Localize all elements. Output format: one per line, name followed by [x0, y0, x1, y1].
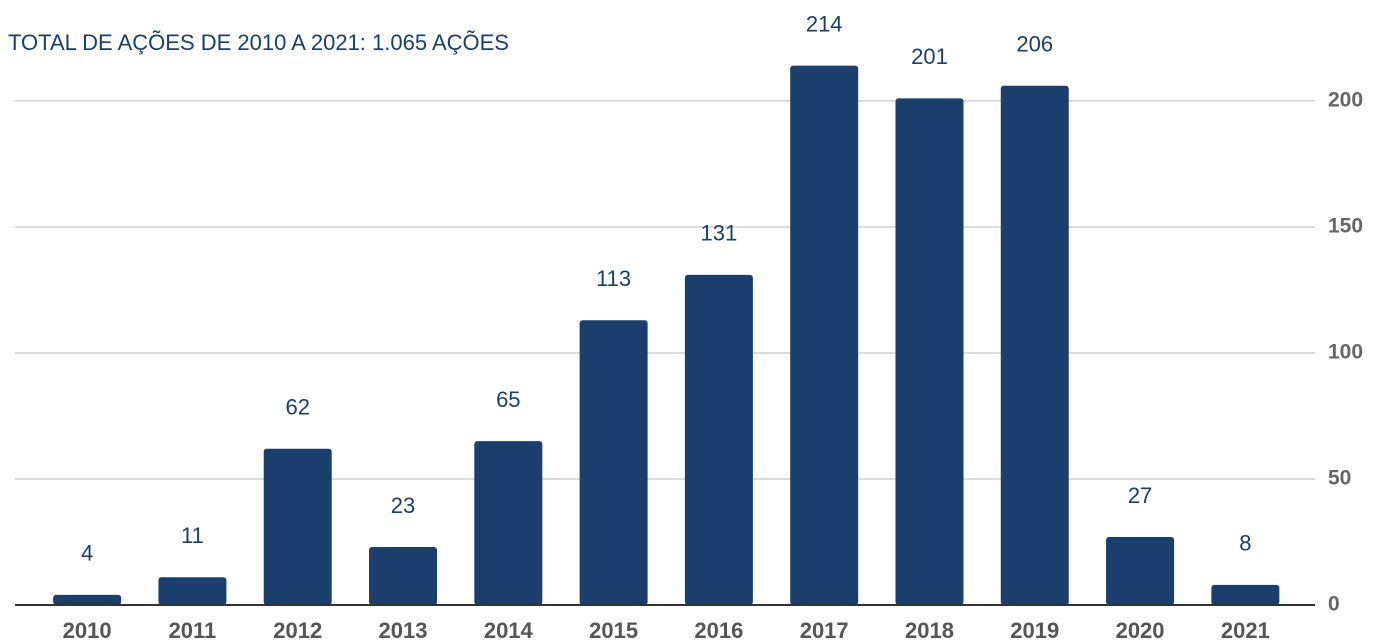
bar — [263, 448, 332, 605]
x-tick-label: 2011 — [169, 618, 217, 642]
x-tick-label: 2015 — [589, 618, 638, 642]
bar — [579, 320, 648, 605]
bar — [1106, 536, 1175, 605]
value-label: 11 — [181, 523, 204, 548]
y-tick-label: 200 — [1328, 88, 1363, 111]
x-tick-label: 2018 — [905, 618, 954, 642]
bar — [1211, 584, 1280, 605]
bar — [1000, 85, 1069, 605]
value-label: 201 — [911, 44, 948, 69]
value-label: 8 — [1239, 531, 1251, 556]
bar — [53, 594, 122, 605]
value-label: 62 — [285, 395, 309, 420]
bar — [790, 65, 859, 606]
value-label: 113 — [596, 266, 631, 291]
x-tick-label: 2010 — [63, 618, 112, 642]
x-tick-label: 2019 — [1010, 618, 1059, 642]
value-label: 131 — [701, 221, 738, 246]
y-tick-label: 50 — [1328, 467, 1351, 490]
x-tick-label: 2013 — [379, 618, 428, 642]
bar — [895, 98, 964, 606]
value-label: 65 — [496, 387, 520, 412]
y-tick-label: 0 — [1328, 593, 1340, 616]
value-label: 206 — [1016, 32, 1053, 57]
bar — [474, 441, 543, 605]
x-tick-label: 2012 — [273, 618, 322, 642]
y-tick-label: 100 — [1328, 341, 1363, 364]
bar — [158, 577, 227, 605]
value-label: 27 — [1128, 483, 1152, 508]
bar — [684, 274, 753, 605]
value-label: 214 — [806, 11, 843, 36]
x-tick-label: 2014 — [484, 618, 534, 642]
x-tick-label: 2017 — [800, 618, 849, 642]
bar — [369, 547, 438, 605]
y-tick-label: 150 — [1328, 214, 1363, 237]
value-label: 23 — [391, 493, 415, 518]
x-tick-label: 2016 — [694, 618, 743, 642]
x-tick-label: 2020 — [1116, 618, 1165, 642]
x-tick-label: 2021 — [1221, 618, 1270, 642]
value-label: 4 — [81, 541, 93, 566]
chart-title: TOTAL DE AÇÕES DE 2010 A 2021: 1.065 AÇÕ… — [8, 30, 509, 55]
